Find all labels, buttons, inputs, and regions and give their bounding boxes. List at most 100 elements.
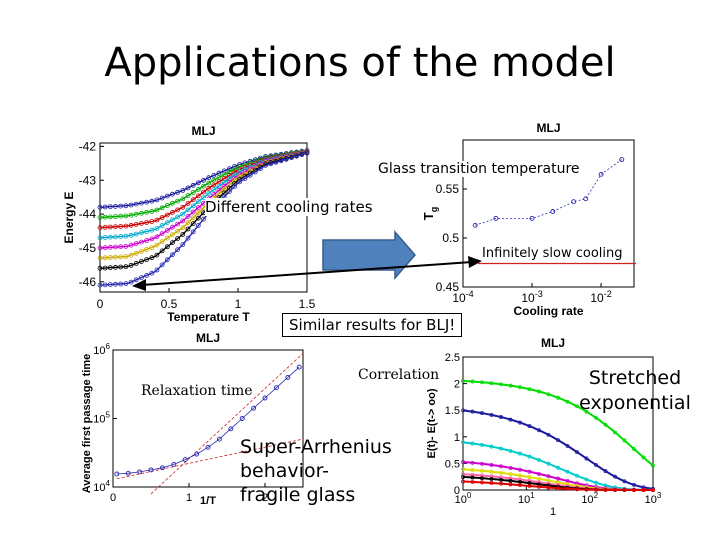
energy-point bbox=[118, 254, 124, 260]
tg-point bbox=[550, 209, 556, 214]
energy-point bbox=[304, 150, 310, 156]
energy-point bbox=[169, 200, 175, 206]
correlation-point bbox=[499, 464, 503, 469]
correlation-point bbox=[556, 395, 560, 400]
correlation-point bbox=[546, 392, 551, 397]
correlation-point bbox=[499, 477, 503, 482]
energy-point bbox=[164, 257, 170, 263]
energy-point bbox=[154, 252, 160, 258]
correlation-point bbox=[575, 487, 579, 492]
energy-point bbox=[180, 225, 186, 231]
energy-point bbox=[149, 219, 155, 224]
correlation-point bbox=[470, 472, 475, 477]
energy-point bbox=[232, 180, 238, 186]
energy-point bbox=[107, 234, 113, 240]
energy-y-tick-label: -46 bbox=[79, 275, 97, 289]
correlation-point bbox=[622, 488, 627, 492]
correlation-point bbox=[499, 481, 503, 486]
glass-transition-label: Glass transition temperature bbox=[378, 161, 580, 177]
energy-point bbox=[169, 191, 175, 197]
infinitely-slow-label: Infinitely slow cooling bbox=[482, 246, 623, 261]
energy-point bbox=[185, 220, 191, 226]
tg-chart-title: MLJ bbox=[537, 121, 561, 135]
correlation-point bbox=[537, 471, 541, 476]
energy-point bbox=[201, 195, 206, 201]
correlation-point bbox=[480, 380, 484, 385]
energy-point bbox=[190, 197, 196, 203]
slide-title: Applications of the model bbox=[104, 40, 616, 86]
passage-fit-line-high bbox=[150, 353, 304, 495]
energy-point bbox=[226, 176, 232, 182]
energy-point bbox=[113, 224, 118, 230]
correlation-point bbox=[480, 461, 484, 466]
correlation-point bbox=[489, 481, 494, 485]
energy-point bbox=[273, 159, 279, 165]
tg-y-tick-label: 0.5 bbox=[442, 231, 459, 245]
energy-point bbox=[201, 183, 206, 189]
energy-point bbox=[195, 205, 201, 211]
energy-point bbox=[226, 185, 232, 191]
passage-point bbox=[159, 465, 165, 471]
energy-point bbox=[107, 282, 113, 288]
energy-point bbox=[232, 166, 238, 172]
correlation-point bbox=[461, 467, 465, 472]
overlay-shapes bbox=[132, 229, 482, 291]
energy-point bbox=[102, 224, 108, 230]
correlation-point bbox=[537, 458, 541, 462]
energy-point bbox=[164, 220, 170, 226]
energy-x-tick-label: 1.5 bbox=[299, 297, 316, 311]
energy-point bbox=[190, 190, 196, 195]
energy-point bbox=[97, 204, 103, 210]
energy-point bbox=[123, 233, 129, 239]
energy-point bbox=[113, 203, 118, 209]
energy-point bbox=[175, 198, 181, 204]
energy-point bbox=[180, 211, 186, 217]
correlation-point bbox=[480, 476, 484, 481]
correlation-point bbox=[518, 483, 522, 488]
energy-point bbox=[232, 172, 238, 178]
passage-point bbox=[216, 436, 222, 442]
energy-y-axis-label: Energy E bbox=[62, 191, 76, 243]
correlation-x-axis-label: 1 bbox=[550, 506, 556, 518]
energy-point bbox=[97, 235, 103, 241]
passage-point bbox=[239, 416, 245, 421]
cooling-rates-label: Different cooling rates bbox=[205, 198, 373, 216]
energy-point bbox=[118, 281, 124, 287]
correlation-point bbox=[594, 480, 598, 485]
energy-point bbox=[133, 260, 139, 266]
super-arrhenius-line-3: fragile glass bbox=[240, 484, 356, 506]
energy-point bbox=[97, 282, 103, 288]
correlation-point bbox=[651, 463, 655, 468]
tg-point bbox=[472, 222, 478, 228]
energy-chart-title: MLJ bbox=[192, 124, 216, 138]
double-arrow-head-left bbox=[132, 279, 146, 291]
energy-point bbox=[113, 264, 118, 270]
energy-point bbox=[133, 211, 139, 217]
correlation-point bbox=[518, 385, 522, 390]
correlation-y-tick-label: 0 bbox=[454, 485, 460, 497]
energy-point bbox=[144, 247, 150, 252]
energy-point bbox=[175, 214, 181, 220]
energy-point bbox=[138, 230, 144, 236]
correlation-point bbox=[632, 447, 636, 451]
correlation-point bbox=[613, 474, 617, 479]
passage-x-tick-label: 0 bbox=[110, 492, 116, 504]
energy-point bbox=[107, 204, 113, 210]
energy-point bbox=[190, 229, 196, 235]
super-arrhenius-line-2: behavior- bbox=[240, 460, 330, 482]
correlation-point bbox=[518, 473, 522, 478]
energy-point bbox=[144, 238, 150, 243]
energy-point bbox=[159, 223, 165, 228]
correlation-point bbox=[546, 485, 551, 490]
correlation-point bbox=[480, 442, 484, 447]
energy-point bbox=[123, 203, 129, 209]
correlation-point bbox=[461, 472, 465, 477]
energy-point bbox=[221, 186, 227, 192]
tg-x-axis-label: Cooling rate bbox=[513, 304, 583, 318]
correlation-point bbox=[527, 469, 532, 474]
correlation-point bbox=[527, 481, 532, 486]
energy-point bbox=[133, 277, 139, 283]
correlation-point bbox=[508, 383, 513, 388]
correlation-point bbox=[470, 475, 475, 480]
correlation-point bbox=[594, 415, 598, 420]
